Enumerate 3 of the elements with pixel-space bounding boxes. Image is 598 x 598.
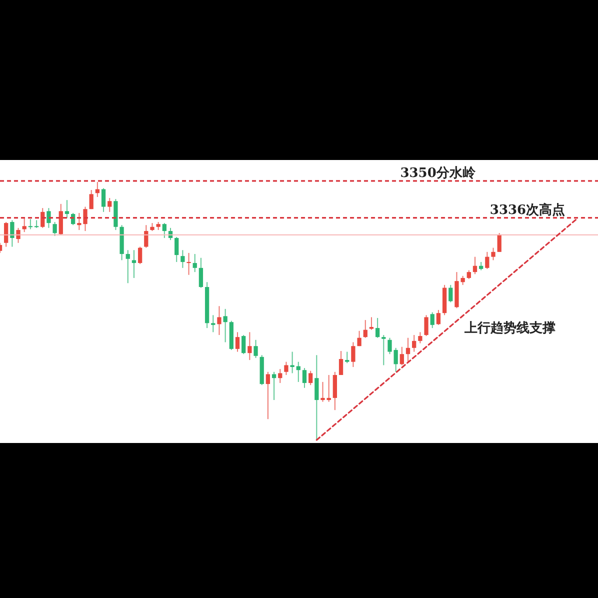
ref-line-label: 3350分水岭 <box>400 166 476 181</box>
annotation: 上行趋势线支撑 <box>464 321 556 336</box>
ref-line-label: 3336次高点 <box>490 202 566 218</box>
